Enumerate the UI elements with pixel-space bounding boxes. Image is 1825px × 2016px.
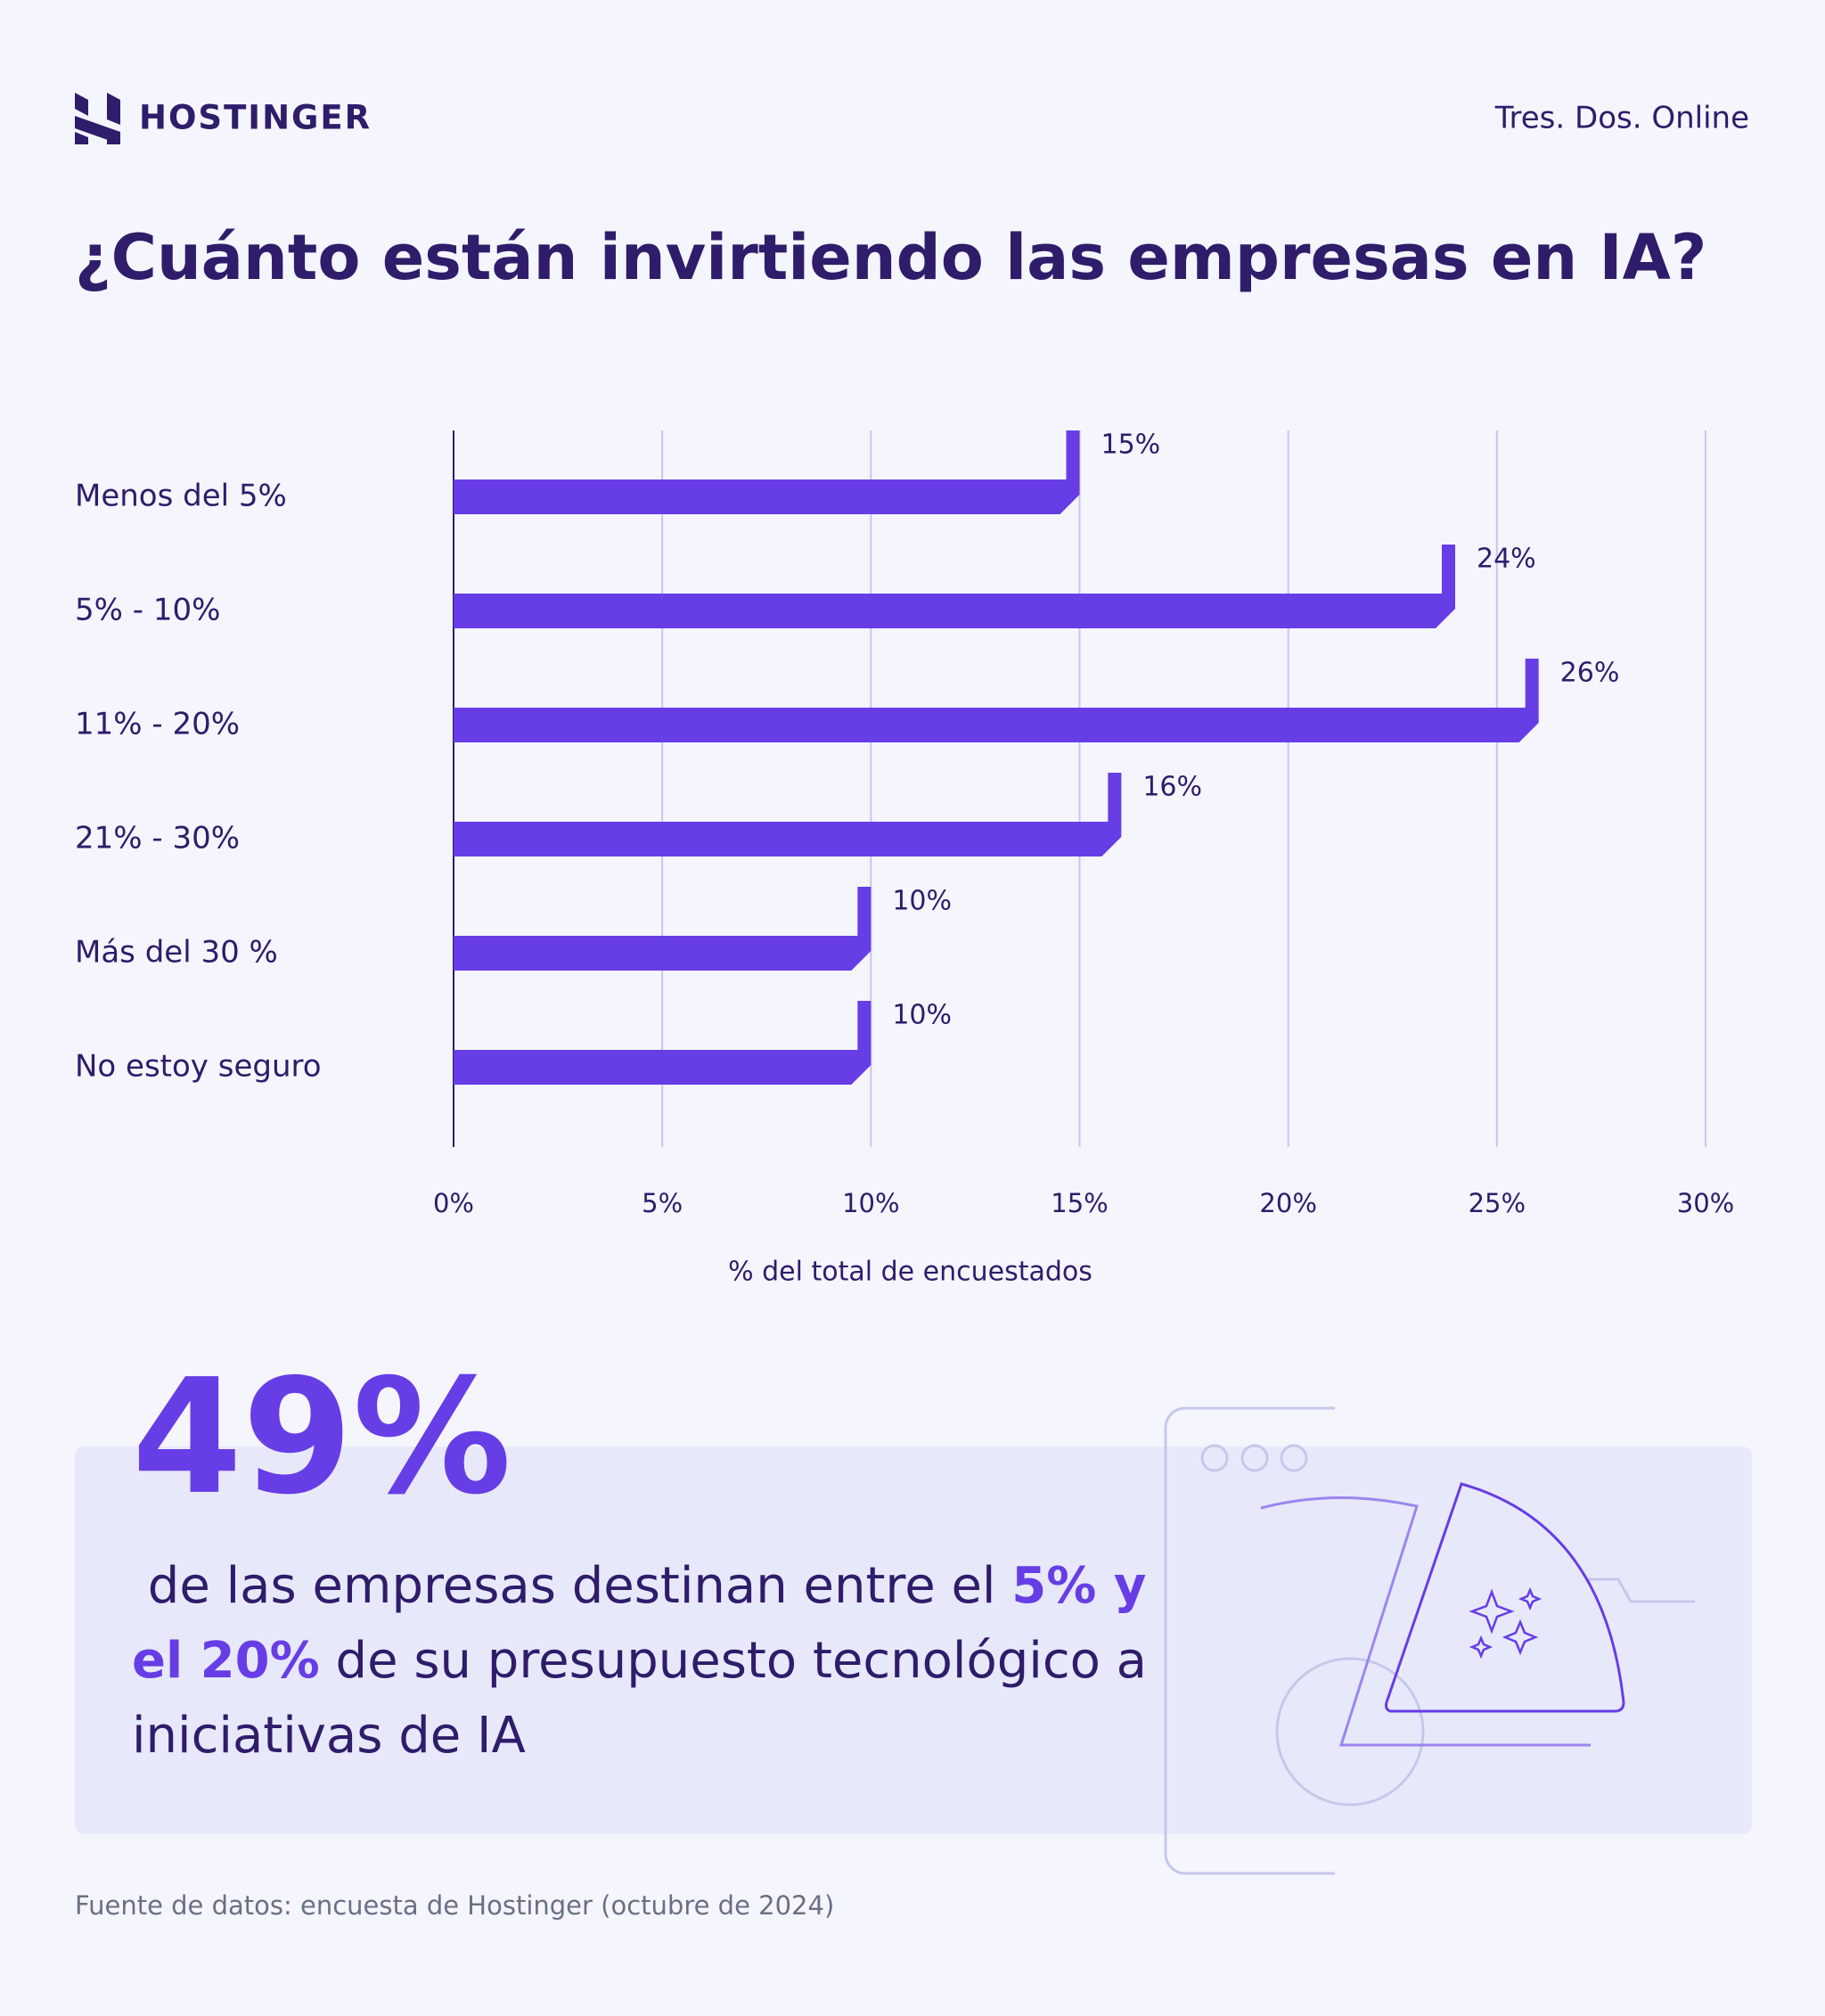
callout-highlight: el 20% bbox=[132, 1632, 320, 1690]
callout-stat: 49% bbox=[132, 1345, 511, 1529]
x-tick-label: 15% bbox=[1051, 1188, 1108, 1218]
bar bbox=[454, 1001, 872, 1085]
bar bbox=[454, 773, 1122, 856]
brand: HOSTINGER bbox=[139, 99, 372, 137]
value-label: 10% bbox=[892, 1000, 952, 1031]
x-tick-label: 5% bbox=[642, 1188, 683, 1218]
logo-icon bbox=[75, 93, 120, 144]
partner: Tres. Dos. Online bbox=[1494, 101, 1749, 136]
callout-highlight: 5% y bbox=[1011, 1557, 1146, 1615]
callout-segment: de su presupuesto tecnológico a bbox=[320, 1632, 1147, 1690]
callout-line: iniciativas de IA bbox=[132, 1707, 526, 1765]
source: Fuente de datos: encuesta de Hostinger (… bbox=[75, 1890, 834, 1921]
callout-segment: iniciativas de IA bbox=[132, 1707, 526, 1765]
callout-line: el 20% de su presupuesto tecnológico a bbox=[132, 1632, 1147, 1690]
value-label: 24% bbox=[1477, 544, 1536, 575]
callout-box bbox=[75, 1446, 1752, 1834]
callout-text: de las empresas destinan entre el 5% y el… bbox=[132, 1557, 1147, 1765]
bar bbox=[454, 659, 1539, 742]
category-label: No estoy seguro bbox=[75, 1049, 322, 1085]
x-tick-label: 20% bbox=[1259, 1188, 1316, 1218]
x-tick-label: 30% bbox=[1677, 1188, 1734, 1218]
bar bbox=[454, 545, 1455, 628]
x-tick-label: 10% bbox=[842, 1188, 899, 1218]
category-label: Menos del 5% bbox=[75, 479, 287, 514]
x-tick-label: 25% bbox=[1469, 1188, 1526, 1218]
category-label: 11% - 20% bbox=[75, 707, 240, 742]
callout-segment: de las empresas destinan entre el bbox=[132, 1557, 1011, 1615]
value-label: 15% bbox=[1101, 430, 1161, 461]
x-tick-label: 0% bbox=[433, 1188, 474, 1218]
category-label: 21% - 30% bbox=[75, 821, 240, 856]
callout-line: de las empresas destinan entre el 5% y bbox=[132, 1557, 1146, 1615]
bar bbox=[454, 430, 1080, 514]
x-axis-label: % del total de encuestados bbox=[728, 1257, 1093, 1288]
illustration bbox=[1164, 1406, 1695, 1875]
bar bbox=[454, 887, 872, 971]
category-label: 5% - 10% bbox=[75, 593, 220, 628]
category-label: Más del 30 % bbox=[75, 935, 278, 971]
chart: 0% 5% 10% 15% 20% 25% 30% % del total de encues… bbox=[75, 430, 1734, 1288]
value-label: 16% bbox=[1142, 772, 1202, 803]
value-label: 10% bbox=[892, 886, 952, 917]
value-label: 26% bbox=[1560, 658, 1620, 689]
chart-title: ¿Cuánto están invirtiendo las empresas e… bbox=[75, 221, 1706, 294]
